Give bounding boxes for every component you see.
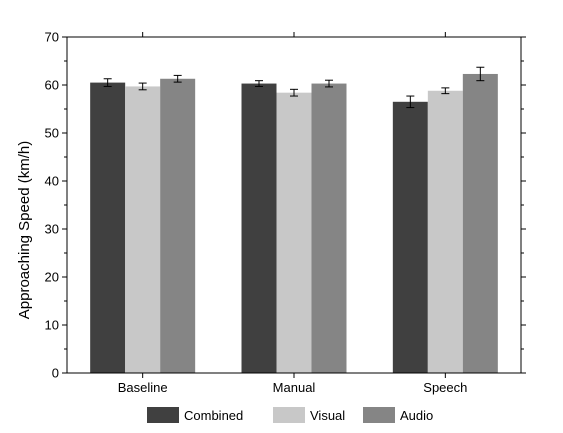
bar-speech-combined bbox=[392, 101, 428, 374]
bar-manual-combined bbox=[241, 83, 277, 373]
y-tick-label: 10 bbox=[45, 318, 59, 333]
error-bar-speech-audio bbox=[476, 66, 485, 82]
x-tick-label-manual: Manual bbox=[273, 380, 316, 395]
error-bar-manual-combined bbox=[255, 80, 263, 87]
error-bars-group bbox=[103, 66, 485, 109]
error-bar-speech-combined bbox=[406, 95, 415, 109]
bars-group bbox=[90, 73, 498, 374]
error-bar-manual-visual bbox=[290, 88, 298, 97]
bar-speech-visual bbox=[427, 90, 463, 373]
error-bar-baseline-combined bbox=[103, 78, 112, 87]
legend-swatch bbox=[363, 407, 395, 423]
x-tick-label-speech: Speech bbox=[423, 380, 467, 395]
legend-swatch bbox=[273, 407, 305, 423]
x-tick-label-baseline: Baseline bbox=[118, 380, 168, 395]
legend-item-combined: Combined bbox=[147, 407, 243, 423]
error-bar-speech-visual bbox=[441, 87, 450, 95]
y-tick-label: 70 bbox=[45, 30, 59, 45]
y-tick-label: 0 bbox=[52, 366, 59, 381]
bar-baseline-audio bbox=[160, 78, 196, 373]
legend-swatch bbox=[147, 407, 179, 423]
bar-baseline-visual bbox=[125, 86, 161, 373]
error-bar-manual-audio bbox=[325, 79, 333, 88]
y-tick-label: 60 bbox=[45, 78, 59, 93]
legend-label: Visual bbox=[310, 408, 345, 423]
bar-baseline-combined bbox=[90, 82, 126, 373]
legend-item-visual: Visual bbox=[273, 407, 345, 423]
bar-speech-audio bbox=[462, 73, 498, 374]
y-tick-label: 40 bbox=[45, 174, 59, 189]
y-tick-label: 50 bbox=[45, 126, 59, 141]
y-tick-label: 30 bbox=[45, 222, 59, 237]
axes-group: 0 10 20 30 40 50 60 70 Baseline Manual Speech bbox=[45, 30, 526, 395]
y-tick-label: 20 bbox=[45, 270, 59, 285]
error-bar-baseline-visual bbox=[138, 82, 147, 91]
bar-manual-visual bbox=[276, 92, 312, 374]
y-axis-label: Approaching Speed (km/h) bbox=[16, 141, 33, 319]
legend-label: Audio bbox=[400, 408, 433, 423]
legend-item-audio: Audio bbox=[363, 407, 433, 423]
error-bar-baseline-audio bbox=[173, 74, 182, 83]
legend-label: Combined bbox=[184, 408, 243, 423]
legend: Combined Visual Audio bbox=[147, 407, 433, 423]
bar-manual-audio bbox=[311, 83, 347, 373]
